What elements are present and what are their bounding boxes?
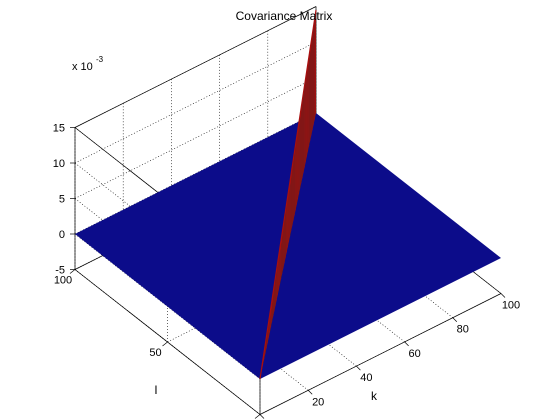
y-tick-label: 50 xyxy=(149,347,161,359)
x-tick-mark xyxy=(356,365,361,371)
x-tick-label: 20 xyxy=(312,396,324,408)
y-tick-mark xyxy=(162,341,168,347)
ridge-crest xyxy=(259,9,317,380)
y-axis-label: l xyxy=(155,383,158,397)
x-tick-mark xyxy=(307,390,313,395)
x-tick-label: 100 xyxy=(502,300,520,312)
surface-plot xyxy=(75,9,501,380)
x-tick-label: 40 xyxy=(360,372,372,384)
x-axis-line xyxy=(259,293,502,415)
x-tick-mark xyxy=(404,341,409,347)
y-tick-mark xyxy=(69,269,76,274)
x-tick-mark xyxy=(500,293,506,298)
chart-title: Covariance Matrix xyxy=(236,9,333,23)
z-multiplier-label: x 10 xyxy=(72,61,93,73)
z-tick-label: 10 xyxy=(53,158,65,170)
x-axis-label: k xyxy=(371,389,378,403)
x-tick-label: 60 xyxy=(408,348,420,360)
x-tick-mark xyxy=(452,317,458,322)
x-tick-mark xyxy=(259,414,265,419)
z-tick-label: 0 xyxy=(59,229,65,241)
y-tick-mark xyxy=(254,414,261,419)
z-tick-label: -5 xyxy=(55,265,65,277)
z-multiplier-exponent: -3 xyxy=(96,55,104,64)
x-tick-label: 80 xyxy=(457,324,469,336)
z-tick-label: 5 xyxy=(59,194,65,206)
y-tick-label: 100 xyxy=(54,275,72,287)
z-tick-label: 15 xyxy=(53,123,65,135)
axis-ticks: -5051015020406080100050100 xyxy=(53,123,520,420)
box-edge xyxy=(74,6,317,128)
